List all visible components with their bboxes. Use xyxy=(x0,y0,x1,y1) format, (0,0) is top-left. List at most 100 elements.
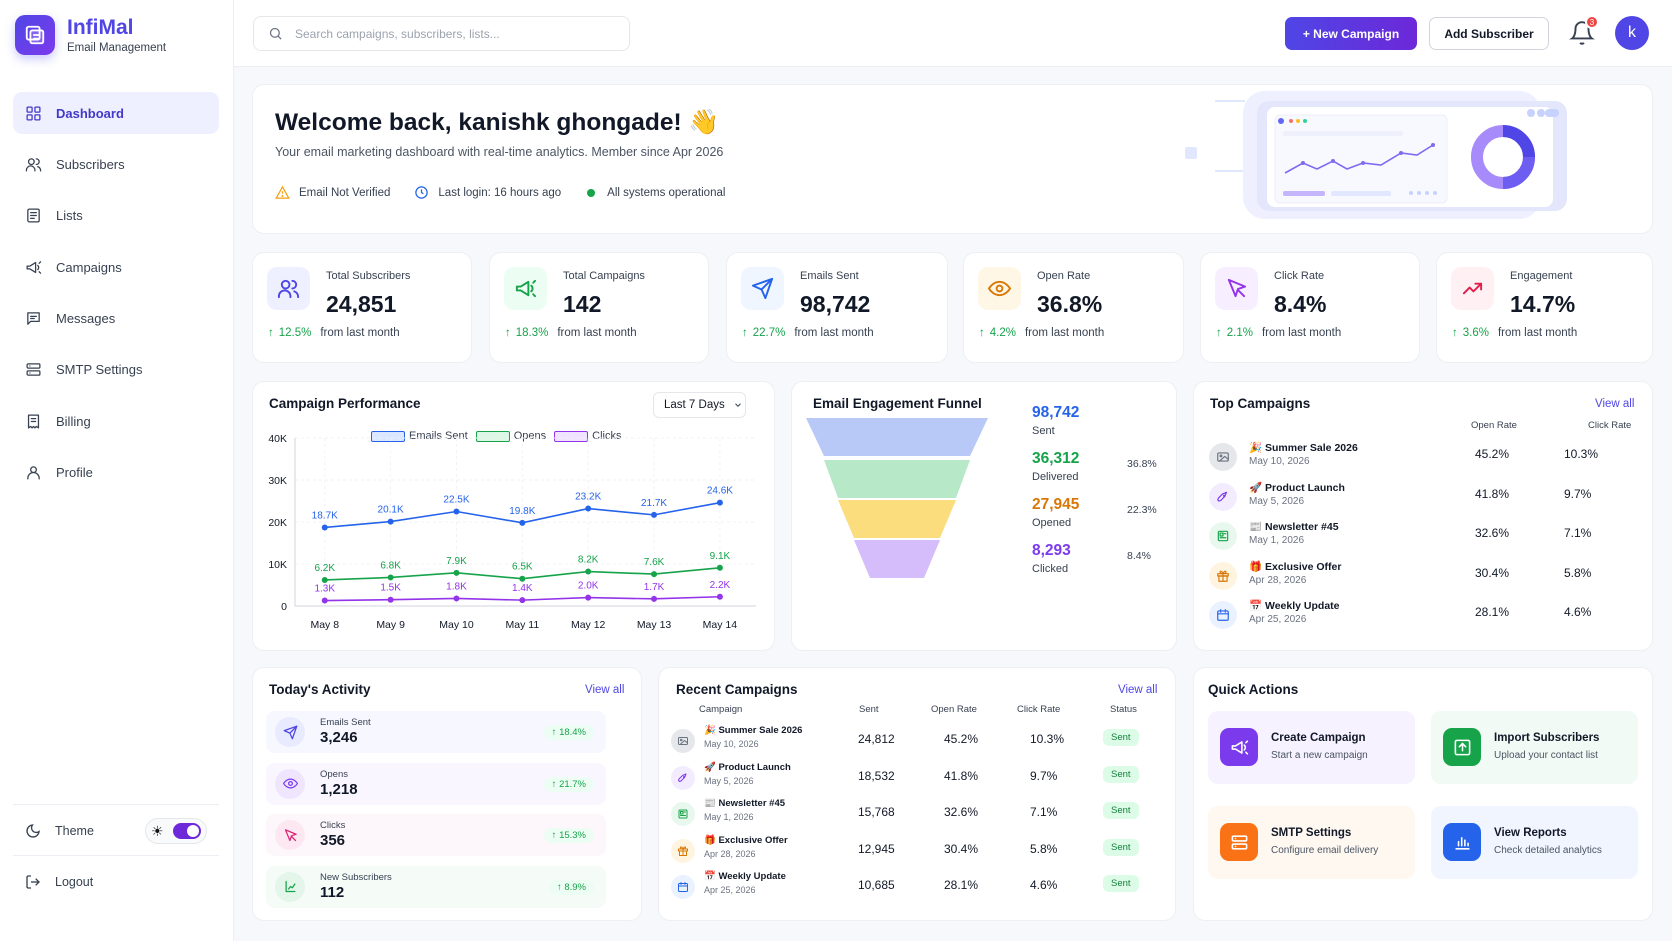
activity-row-new-subscribers[interactable]: New Subscribers 112 ↑ 8.9% xyxy=(266,865,606,908)
search-input[interactable]: Search campaigns, subscribers, lists... xyxy=(253,16,630,51)
top-campaign-row[interactable]: 📅 Weekly Update Apr 25, 2026 28.1% 4.6% xyxy=(1209,598,1605,634)
stat-change-suffix: from last month xyxy=(794,327,874,339)
campaign-icon-wrap xyxy=(1209,601,1237,629)
campaign-sent: 10,685 xyxy=(858,878,895,892)
theme-toggle[interactable]: ☀ xyxy=(145,818,207,844)
legend-item-clicks[interactable]: Clicks xyxy=(554,430,621,442)
stat-card-total-subscribers[interactable]: Total Subscribers 24,851 ↑ 12.5% from last m… xyxy=(252,252,472,363)
quick-action-import-subscribers[interactable]: Import Subscribers Upload your contact li… xyxy=(1431,711,1638,784)
stat-card-emails-sent[interactable]: Emails Sent 98,742 ↑ 22.7% from last month xyxy=(726,252,948,363)
table-row[interactable]: 🎉 Summer Sale 2026 May 10, 2026 24,812 45.2… xyxy=(671,725,1139,761)
brand-subtitle: Email Management xyxy=(67,42,167,54)
activity-change: ↑ 21.7% xyxy=(543,776,594,792)
funnel-stage-sent[interactable] xyxy=(806,418,988,456)
activity-row-opens[interactable]: Opens 1,218 ↑ 21.7% xyxy=(266,762,606,805)
arrow-up-icon: ↑ xyxy=(1216,327,1222,339)
campaign-open-rate: 30.4% xyxy=(1475,565,1510,580)
x-tick-label: May 8 xyxy=(310,619,339,631)
x-tick-label: May 13 xyxy=(637,619,672,631)
data-label: 1.8K xyxy=(446,581,467,592)
campaign-click-rate: 4.6% xyxy=(1564,605,1592,619)
image-icon xyxy=(1217,452,1229,462)
top-campaigns-view-all-link[interactable]: View all xyxy=(1595,398,1635,410)
top-campaign-row[interactable]: 🚀 Product Launch May 5, 2026 41.8% 9.7% xyxy=(1209,480,1605,516)
email-status[interactable]: Email Not Verified xyxy=(275,185,390,200)
status-badge: Sent xyxy=(1103,729,1139,746)
chevron-down-icon xyxy=(734,403,741,407)
table-row[interactable]: 📰 Newsletter #45 May 1, 2026 15,768 32.6% 7.… xyxy=(671,798,1139,834)
activity-change: ↑ 18.4% xyxy=(543,725,594,740)
table-row[interactable]: 🎁 Exclusive Offer Apr 28, 2026 12,945 30.4%… xyxy=(671,835,1139,871)
recent-campaigns-view-all-link[interactable]: View all xyxy=(1118,684,1158,696)
campaign-open-rate: 32.6% xyxy=(1475,526,1510,540)
stat-card-total-campaigns[interactable]: Total Campaigns 142 ↑ 18.3% from last month xyxy=(489,252,709,363)
stat-value: 36.8% xyxy=(1037,291,1103,317)
stat-change-suffix: from last month xyxy=(1497,327,1578,339)
activity-change: ↑ 8.9% xyxy=(548,879,594,895)
funnel-stage-delivered[interactable] xyxy=(824,460,970,498)
sidebar-item-messages[interactable]: Messages xyxy=(13,298,219,340)
toggle-switch[interactable] xyxy=(173,823,201,839)
data-label: 2.0K xyxy=(578,581,599,592)
activity-row-clicks[interactable]: Clicks 356 ↑ 15.3% xyxy=(266,814,606,856)
stat-card-click-rate[interactable]: Click Rate 8.4% ↑ 2.1% from last month xyxy=(1200,252,1420,363)
funnel-stage-opened[interactable] xyxy=(838,500,956,538)
data-label: 7.6K xyxy=(644,557,665,568)
quick-action-view-reports[interactable]: View Reports Check detailed analytics xyxy=(1431,806,1638,879)
campaign-date: Apr 28, 2026 xyxy=(1249,574,1307,586)
stat-change: ↑ 22.7% from last month xyxy=(742,327,874,339)
col-status: Status xyxy=(1110,704,1137,715)
activity-change-value: 15.3% xyxy=(559,830,586,841)
campaign-click-rate: 7.1% xyxy=(1030,805,1058,819)
funnel-value: 8,293 xyxy=(1032,542,1071,559)
sidebar-item-smtp-settings[interactable]: SMTP Settings xyxy=(13,349,219,391)
funnel-stage-name: Clicked xyxy=(1032,563,1069,575)
avatar[interactable]: k xyxy=(1615,16,1649,50)
col-click-rate: Click Rate xyxy=(1017,704,1061,715)
upload-icon xyxy=(1454,739,1470,755)
legend-item-emails-sent[interactable]: Emails Sent xyxy=(371,430,468,442)
table-row[interactable]: 🚀 Product Launch May 5, 2026 18,532 41.8% 9.… xyxy=(671,762,1139,798)
add-subscriber-button[interactable]: Add Subscriber xyxy=(1429,17,1549,50)
sidebar-item-billing[interactable]: Billing xyxy=(13,400,219,442)
campaign-date: Apr 25, 2026 xyxy=(1249,614,1307,625)
quick-action-smtp-settings[interactable]: SMTP Settings Configure email delivery xyxy=(1208,806,1415,879)
activity-row-emails-sent[interactable]: Emails Sent 3,246 ↑ 18.4% xyxy=(266,711,606,753)
data-label: 23.2K xyxy=(575,492,601,503)
data-point xyxy=(651,595,658,602)
data-label: 1.4K xyxy=(512,583,533,594)
sidebar-item-label: SMTP Settings xyxy=(56,362,143,378)
new-campaign-button[interactable]: + New Campaign xyxy=(1285,17,1417,50)
quick-action-create-campaign[interactable]: Create Campaign Start a new campaign xyxy=(1208,711,1415,784)
sidebar-item-campaigns[interactable]: Campaigns xyxy=(13,246,219,288)
sidebar-item-subscribers[interactable]: Subscribers xyxy=(13,143,219,185)
activity-view-all-link[interactable]: View all xyxy=(585,684,625,696)
top-campaign-row[interactable]: 📰 Newsletter #45 May 1, 2026 32.6% 7.1% xyxy=(1209,519,1605,555)
top-campaign-row[interactable]: 🎉 Summer Sale 2026 May 10, 2026 45.2% 10.3% xyxy=(1209,440,1605,476)
sidebar-item-profile[interactable]: Profile xyxy=(13,452,219,494)
stat-value: 24,851 xyxy=(326,291,397,317)
campaign-sent: 12,945 xyxy=(858,841,895,856)
brand[interactable]: InfiMal Email Management xyxy=(15,15,166,55)
data-point xyxy=(453,595,460,602)
status-badge: Sent xyxy=(1103,875,1139,892)
legend-item-opens[interactable]: Opens xyxy=(475,430,546,442)
stat-card-open-rate[interactable]: Open Rate 36.8% ↑ 4.2% from last month xyxy=(963,252,1184,363)
y-tick-label: 40K xyxy=(268,433,287,445)
logout-button[interactable]: Logout xyxy=(25,874,93,890)
funnel-value: 36,312 xyxy=(1032,450,1080,467)
arrow-up-icon: ↑ xyxy=(1452,327,1458,339)
sidebar-item-dashboard[interactable]: Dashboard xyxy=(13,92,219,134)
warning-icon xyxy=(275,185,290,199)
eye-icon xyxy=(282,778,298,789)
table-row[interactable]: 📅 Weekly Update Apr 25, 2026 10,685 28.1% 4.… xyxy=(671,871,1139,907)
status-badge: Sent xyxy=(1103,802,1139,819)
stat-card-engagement[interactable]: Engagement 14.7% ↑ 3.6% from last month xyxy=(1436,252,1653,363)
bell-icon[interactable] xyxy=(1569,20,1595,46)
top-campaign-row[interactable]: 🎁 Exclusive Offer Apr 28, 2026 30.4% 5.8% xyxy=(1209,559,1605,595)
welcome-card: Welcome back, kanishk ghongade! 👋 Your e… xyxy=(252,84,1653,234)
range-dropdown[interactable]: Last 7 Days xyxy=(653,392,746,418)
sidebar-item-lists[interactable]: Lists xyxy=(13,195,219,237)
y-tick-label: 10K xyxy=(268,559,287,571)
funnel-stage-clicked[interactable] xyxy=(854,540,940,578)
